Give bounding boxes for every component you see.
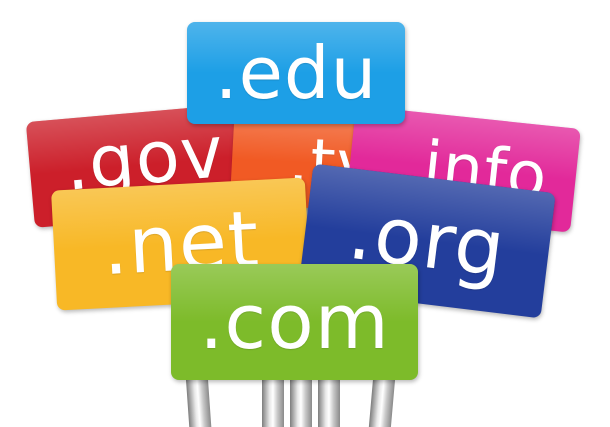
sign-edu-label: .edu xyxy=(214,31,378,115)
sign-com: .com xyxy=(171,264,418,380)
sign-edu: .edu xyxy=(187,22,405,124)
sign-com-label: .com xyxy=(199,277,390,366)
